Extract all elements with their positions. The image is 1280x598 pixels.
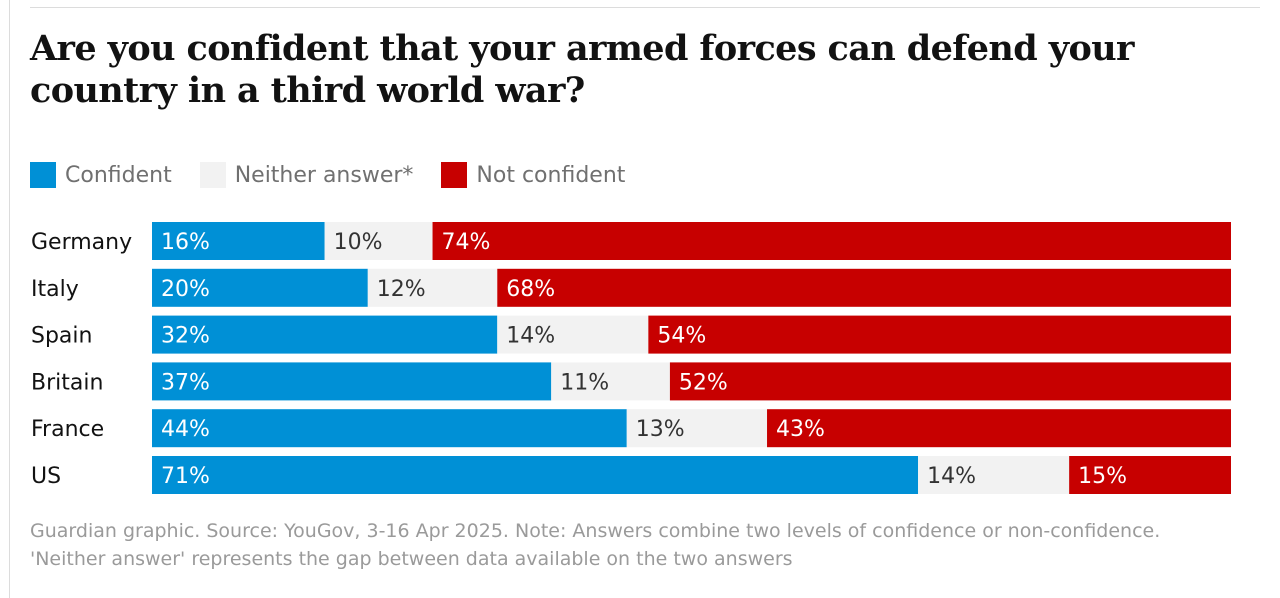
data-label: 14% xyxy=(506,324,555,349)
legend-item-confident: Confident xyxy=(30,162,172,188)
legend-swatch-not-confident xyxy=(441,162,468,188)
data-label: 32% xyxy=(161,324,210,349)
legend-label-neither: Neither answer* xyxy=(234,162,414,188)
bar-segment-not-confident xyxy=(1069,456,1231,494)
bar-segment-neither xyxy=(551,362,670,401)
bar-row-spain: Spain 32% 14% 54% xyxy=(31,315,1231,354)
bar-segment-confident xyxy=(152,362,552,401)
data-label: 12% xyxy=(377,277,426,302)
legend: Confident Neither answer* Not confident xyxy=(30,162,653,188)
bar-segment-neither xyxy=(324,222,433,260)
footer-note: Guardian graphic. Source: YouGov, 3-16 A… xyxy=(30,520,1161,570)
data-label: 43% xyxy=(776,417,825,442)
top-rule xyxy=(30,7,1260,8)
bar-row-britain: Britain 37% 11% 52% xyxy=(31,362,1231,401)
bar-segment-not-confident xyxy=(767,409,1231,448)
bar-segment-confident xyxy=(152,409,627,448)
data-label: 13% xyxy=(636,417,685,442)
category-label: Italy xyxy=(31,277,79,302)
legend-label-confident: Confident xyxy=(65,162,172,188)
legend-swatch-neither xyxy=(199,162,226,188)
data-label: 44% xyxy=(161,417,210,442)
bar-segment-neither xyxy=(626,409,768,448)
bar-row-us: US 71% 14% 15% xyxy=(31,456,1231,494)
bar-segment-confident xyxy=(152,222,325,260)
data-label: 10% xyxy=(334,230,383,255)
bar-segment-confident xyxy=(152,456,919,494)
bar-segment-neither xyxy=(367,268,498,307)
category-label: Spain xyxy=(31,324,92,349)
legend-label-not-confident: Not confident xyxy=(476,162,626,188)
bar-segment-not-confident xyxy=(497,268,1231,307)
legend-item-neither: Neither answer* xyxy=(199,162,414,188)
legend-item-not-confident: Not confident xyxy=(441,162,625,188)
data-label: 16% xyxy=(161,230,210,255)
category-label: Germany xyxy=(31,230,132,255)
chart-title: Are you confident that your armed forces… xyxy=(30,28,1135,111)
bar-row-france: France 44% 13% 43% xyxy=(31,409,1231,448)
bar-segment-neither xyxy=(918,456,1070,494)
data-label: 20% xyxy=(161,277,210,302)
data-label: 54% xyxy=(657,324,706,349)
bar-segment-confident xyxy=(152,268,368,307)
bar-row-germany: Germany 16% 10% 74% xyxy=(31,222,1231,260)
bar-segment-not-confident xyxy=(432,222,1231,260)
data-label: 74% xyxy=(442,230,491,255)
bar-segment-confident xyxy=(152,315,498,354)
left-border xyxy=(9,0,10,598)
data-label: 15% xyxy=(1078,464,1127,489)
category-label: Britain xyxy=(31,370,103,395)
data-label: 52% xyxy=(679,370,728,395)
category-label: France xyxy=(31,417,104,442)
legend-swatch-confident xyxy=(30,162,56,188)
bar-row-italy: Italy 20% 12% 68% xyxy=(31,268,1231,307)
bar-segment-not-confident xyxy=(669,362,1231,401)
bar-segment-neither xyxy=(497,315,649,354)
data-label: 11% xyxy=(560,370,609,395)
data-label: 68% xyxy=(506,277,555,302)
category-label: US xyxy=(31,464,61,489)
data-label: 14% xyxy=(927,464,976,489)
data-label: 71% xyxy=(161,464,210,489)
bar-segment-not-confident xyxy=(648,315,1231,354)
data-label: 37% xyxy=(161,370,210,395)
